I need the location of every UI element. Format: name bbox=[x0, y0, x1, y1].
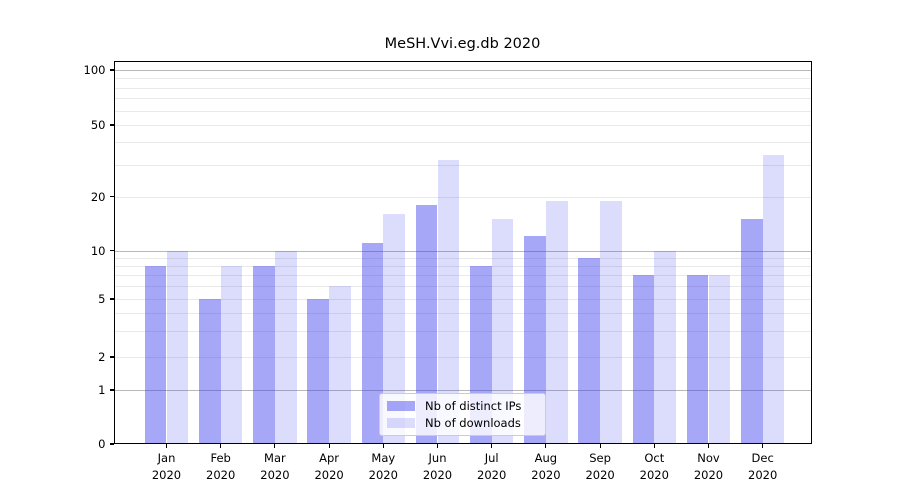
gridline-minor-80 bbox=[113, 87, 812, 89]
y-tick-mark-10 bbox=[109, 249, 114, 252]
bar-distinct-ips-feb-2020 bbox=[199, 299, 221, 444]
x-tick-mark-may-2020 bbox=[382, 444, 384, 448]
gridline-major-10 bbox=[113, 250, 812, 252]
y-tick-mark-5 bbox=[109, 298, 114, 300]
bar-downloads-apr-2020 bbox=[329, 286, 351, 444]
gridline-minor-3 bbox=[113, 331, 812, 333]
x-tick-label-dec-2020: Dec 2020 bbox=[748, 451, 778, 482]
bar-downloads-jun-2020 bbox=[437, 159, 460, 444]
legend-row-downloads: Nb of downloads bbox=[380, 416, 545, 430]
y-tick-label-0: 0 bbox=[98, 437, 106, 451]
bar-distinct-ips-apr-2020 bbox=[307, 299, 330, 444]
gridline-minor-8 bbox=[113, 266, 812, 268]
gridline-minor-2 bbox=[113, 357, 812, 358]
gridline-minor-60 bbox=[113, 110, 812, 112]
bar-downloads-aug-2020 bbox=[545, 200, 568, 444]
gridline-minor-5 bbox=[113, 299, 812, 300]
x-tick-label-jul-2020: Jul 2020 bbox=[477, 451, 507, 482]
y-tick-mark-1 bbox=[109, 389, 114, 391]
gridline-minor-70 bbox=[113, 98, 812, 100]
y-tick-label-1: 1 bbox=[98, 383, 106, 397]
x-tick-label-apr-2020: Apr 2020 bbox=[314, 451, 344, 482]
gridline-major-1 bbox=[113, 390, 812, 391]
y-tick-mark-20 bbox=[109, 196, 114, 198]
chart-title: MeSH.Vvi.eg.db 2020 bbox=[384, 36, 541, 52]
x-tick-label-oct-2020: Oct 2020 bbox=[639, 451, 669, 482]
legend: Nb of distinct IPs Nb of downloads bbox=[379, 393, 546, 436]
y-tick-mark-2 bbox=[109, 356, 114, 358]
x-tick-mark-sep-2020 bbox=[599, 444, 601, 448]
gridline-minor-30 bbox=[113, 164, 812, 166]
gridline-minor-4 bbox=[113, 313, 812, 315]
y-tick-label-100: 100 bbox=[83, 63, 106, 77]
x-tick-label-may-2020: May 2020 bbox=[368, 451, 398, 482]
bar-downloads-mar-2020 bbox=[274, 250, 297, 444]
bar-distinct-ips-oct-2020 bbox=[632, 275, 655, 444]
x-tick-mark-jan-2020 bbox=[165, 444, 168, 448]
bar-downloads-may-2020 bbox=[383, 214, 405, 444]
legend-label-downloads: Nb of downloads bbox=[425, 416, 521, 430]
bar-distinct-ips-aug-2020 bbox=[524, 236, 546, 444]
x-tick-mark-apr-2020 bbox=[328, 444, 330, 448]
x-tick-label-nov-2020: Nov 2020 bbox=[693, 451, 724, 482]
bar-downloads-nov-2020 bbox=[708, 275, 731, 444]
bar-distinct-ips-sep-2020 bbox=[578, 257, 601, 444]
x-tick-label-jun-2020: Jun 2020 bbox=[422, 451, 453, 482]
gridline-minor-7 bbox=[113, 275, 812, 277]
y-tick-label-2: 2 bbox=[98, 350, 106, 364]
x-tick-mark-nov-2020 bbox=[707, 444, 710, 448]
x-tick-label-feb-2020: Feb 2020 bbox=[206, 451, 236, 482]
legend-row-distinct-ips: Nb of distinct IPs bbox=[380, 399, 545, 413]
y-tick-mark-0 bbox=[109, 443, 114, 445]
bar-downloads-oct-2020 bbox=[654, 250, 676, 444]
bar-distinct-ips-may-2020 bbox=[361, 243, 384, 444]
bar-distinct-ips-dec-2020 bbox=[741, 219, 763, 444]
gridline-minor-40 bbox=[113, 142, 812, 144]
y-tick-mark-100 bbox=[109, 69, 114, 71]
bar-downloads-dec-2020 bbox=[762, 155, 785, 444]
x-tick-label-aug-2020: Aug 2020 bbox=[531, 451, 561, 482]
gridline-minor-90 bbox=[113, 78, 812, 80]
x-tick-label-sep-2020: Sep 2020 bbox=[585, 451, 615, 482]
bar-downloads-jul-2020 bbox=[491, 219, 514, 444]
plot-area bbox=[113, 61, 812, 444]
bar-distinct-ips-nov-2020 bbox=[686, 275, 709, 444]
x-tick-label-mar-2020: Mar 2020 bbox=[260, 451, 290, 482]
y-tick-label-20: 20 bbox=[90, 189, 106, 204]
x-tick-mark-aug-2020 bbox=[545, 444, 547, 448]
y-tick-label-10: 10 bbox=[90, 243, 106, 258]
legend-swatch-downloads bbox=[387, 418, 415, 428]
x-tick-mark-oct-2020 bbox=[653, 444, 655, 448]
bar-downloads-feb-2020 bbox=[220, 266, 243, 444]
legend-swatch-distinct-ips bbox=[387, 401, 415, 411]
x-tick-mark-jun-2020 bbox=[436, 444, 439, 448]
x-tick-mark-feb-2020 bbox=[220, 444, 222, 448]
x-tick-mark-mar-2020 bbox=[274, 444, 276, 448]
gridline-minor-50 bbox=[113, 125, 812, 126]
bar-distinct-ips-jun-2020 bbox=[415, 204, 438, 444]
y-tick-mark-50 bbox=[109, 124, 114, 126]
x-tick-mark-jul-2020 bbox=[491, 444, 493, 448]
bar-distinct-ips-mar-2020 bbox=[253, 266, 275, 444]
bar-downloads-jan-2020 bbox=[166, 250, 189, 444]
x-tick-label-jan-2020: Jan 2020 bbox=[151, 451, 182, 482]
y-tick-label-5: 5 bbox=[98, 292, 106, 306]
bar-distinct-ips-jan-2020 bbox=[144, 266, 167, 444]
gridline-major-100 bbox=[113, 70, 812, 71]
x-tick-mark-dec-2020 bbox=[762, 444, 764, 448]
gridline-minor-6 bbox=[113, 286, 812, 288]
gridline-minor-9 bbox=[113, 257, 812, 259]
legend-label-distinct-ips: Nb of distinct IPs bbox=[425, 399, 522, 413]
gridline-minor-20 bbox=[113, 196, 812, 198]
bar-downloads-sep-2020 bbox=[600, 200, 622, 444]
y-tick-label-50: 50 bbox=[90, 118, 106, 132]
